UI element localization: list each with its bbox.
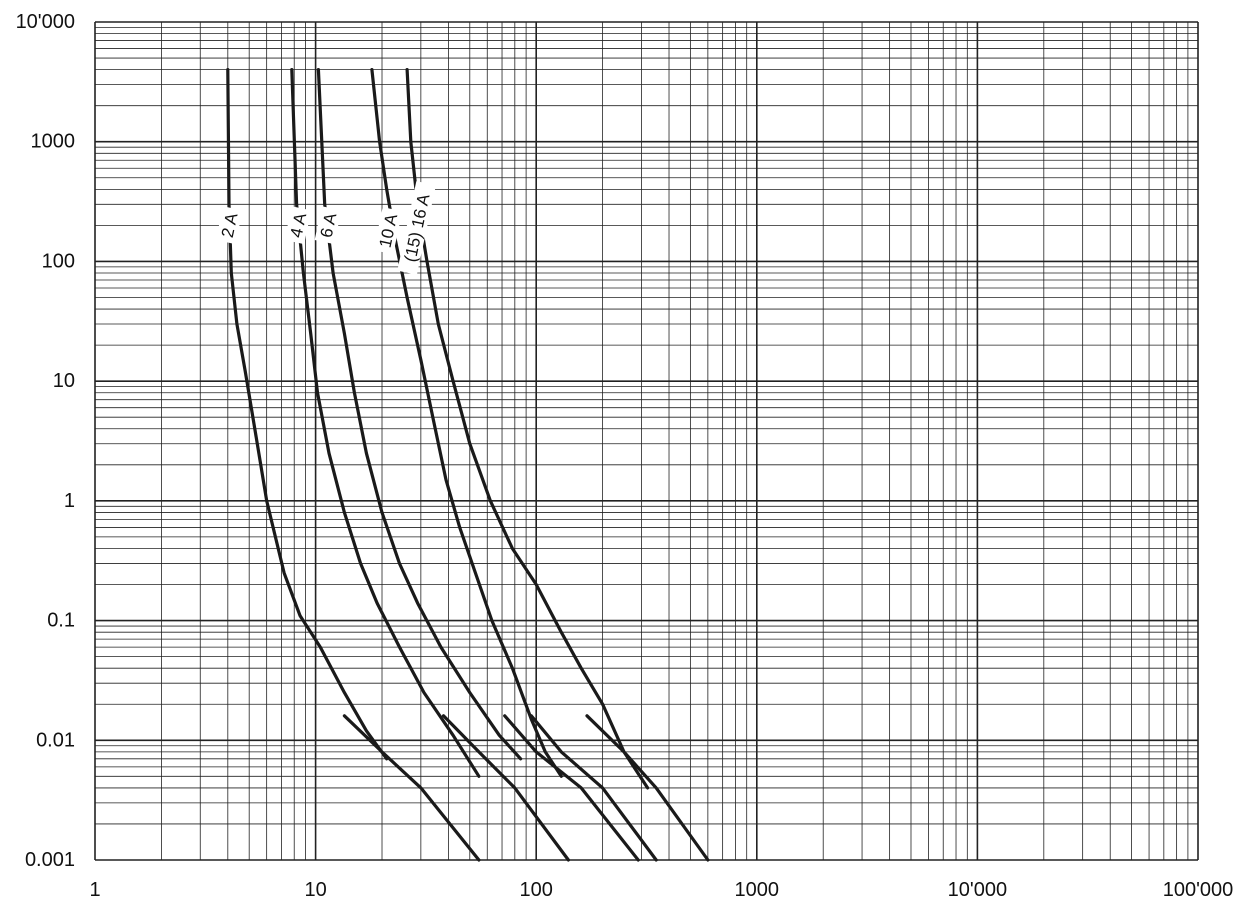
x-tick-label: 10 — [304, 879, 326, 901]
curve-label: 2 A — [215, 206, 243, 245]
curve-label: 6 A — [314, 206, 342, 245]
curve-label-background — [373, 207, 403, 255]
y-tick-label: 0.01 — [36, 729, 75, 751]
y-tick-label: 0.1 — [47, 610, 75, 632]
curve-lower — [441, 714, 571, 862]
curve-label-background — [284, 206, 312, 245]
x-tick-label: 1000 — [735, 879, 780, 901]
curve-upper — [316, 67, 523, 761]
curve-label-text: 4 A — [287, 211, 311, 240]
curve-label-background — [314, 206, 342, 245]
curve-lower — [585, 714, 710, 862]
curve-lower — [529, 714, 658, 862]
curve-upper — [290, 67, 481, 778]
curves — [226, 67, 710, 862]
x-tick-label: 10'000 — [948, 879, 1007, 901]
curve-label-background — [397, 181, 436, 275]
curve-label-background — [215, 206, 243, 245]
y-tick-label: 10'000 — [16, 11, 75, 33]
y-tick-label: 1000 — [31, 131, 76, 153]
curve-label-text: 2 A — [218, 211, 242, 240]
grid — [94, 21, 1199, 861]
y-tick-label: 10 — [53, 370, 75, 392]
curve-label: 4 A — [284, 206, 312, 245]
curve-upper — [370, 67, 563, 778]
y-tick-label: 0.001 — [25, 849, 75, 871]
curve-upper — [226, 67, 389, 761]
curve-label-text: 6 A — [317, 211, 341, 240]
y-tick-label: 1 — [64, 490, 75, 512]
curve-label-text: (15) 16 A — [401, 192, 434, 264]
curve-lower — [342, 714, 481, 862]
x-tick-label: 100'000 — [1163, 879, 1234, 901]
x-tick-label: 100 — [520, 879, 553, 901]
y-tick-label: 100 — [42, 250, 75, 272]
x-tick-label: 1 — [89, 879, 100, 901]
tick-labels: 1 10 100 1000 10'000 100'000 0.001 0.01 0.1 1 10 10… — [16, 11, 1234, 901]
